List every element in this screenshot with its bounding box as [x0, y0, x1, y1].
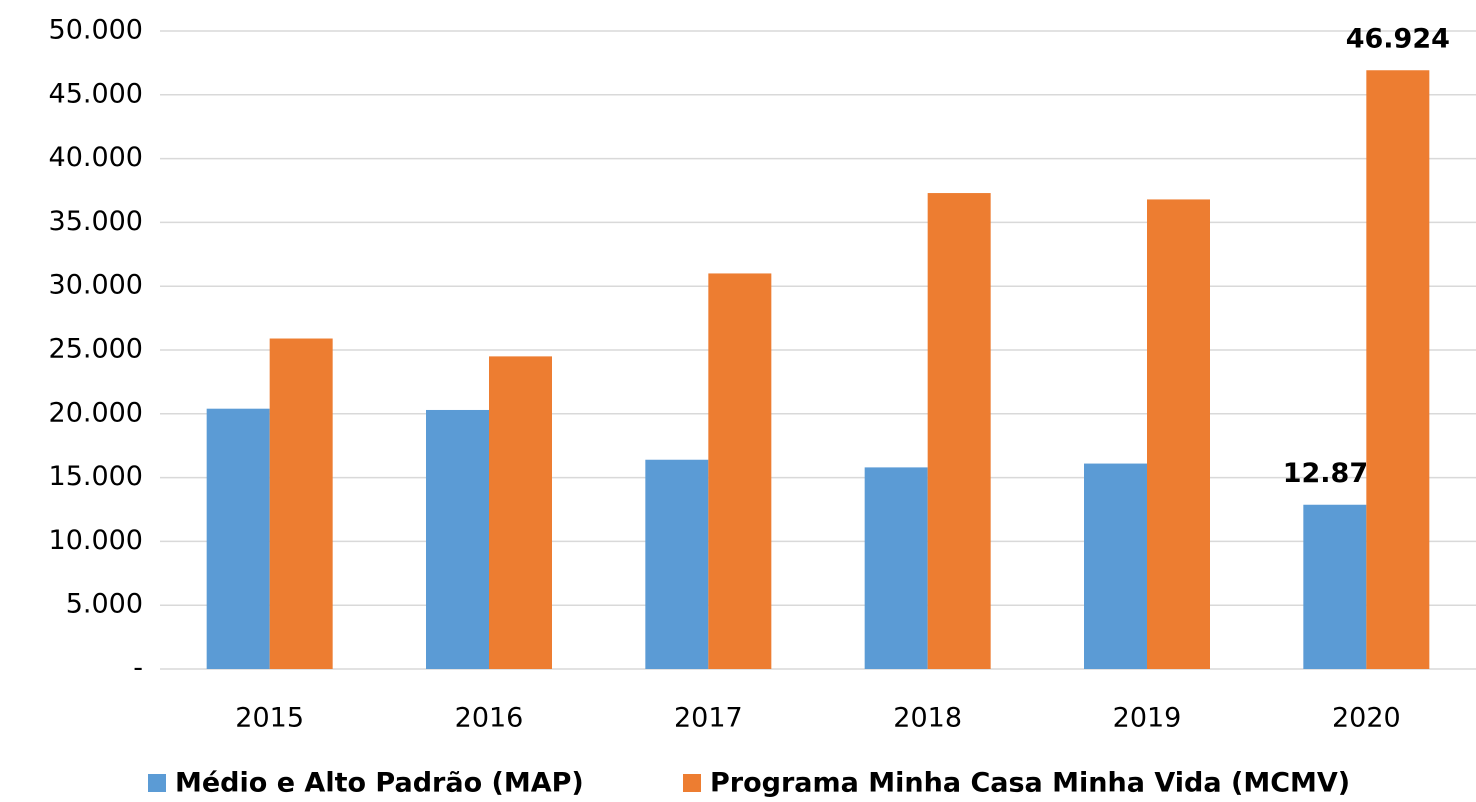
bar: [206, 408, 270, 669]
x-tick-label: 2019: [1113, 703, 1182, 734]
y-tick-label: 45.000: [49, 78, 143, 109]
bar: [1084, 463, 1147, 669]
y-tick-label: 20.000: [49, 397, 143, 428]
y-tick-label: 5.000: [66, 589, 143, 620]
bar: [1147, 199, 1210, 669]
y-tick-label: 30.000: [49, 270, 143, 301]
legend-swatch: [683, 774, 701, 792]
y-tick-label: 50.000: [49, 15, 143, 46]
legend-label: Médio e Alto Padrão (MAP): [175, 768, 584, 799]
y-tick-label: 10.000: [49, 525, 143, 556]
bar: [927, 193, 991, 669]
x-tick-label: 2015: [235, 703, 304, 734]
x-tick-label: 2020: [1332, 703, 1401, 734]
bar: [426, 409, 489, 669]
bar: [489, 356, 552, 669]
y-tick-label: 35.000: [49, 206, 143, 237]
y-tick-label: -: [133, 653, 143, 684]
bar: [1366, 70, 1430, 670]
x-tick-label: 2018: [893, 703, 962, 734]
y-tick-label: 25.000: [49, 334, 143, 365]
bar: [864, 467, 928, 669]
legend-swatch: [148, 774, 166, 792]
bar: [1303, 504, 1367, 669]
x-tick-label: 2017: [674, 703, 743, 734]
legend-label: Programa Minha Casa Minha Vida (MCMV): [710, 768, 1350, 799]
bar: [708, 273, 772, 669]
bar: [269, 338, 333, 669]
x-tick-label: 2016: [455, 703, 524, 734]
bar: [645, 459, 709, 669]
data-label: 46.924: [1346, 24, 1450, 55]
y-tick-label: 40.000: [49, 142, 143, 173]
y-tick-label: 15.000: [49, 461, 143, 492]
